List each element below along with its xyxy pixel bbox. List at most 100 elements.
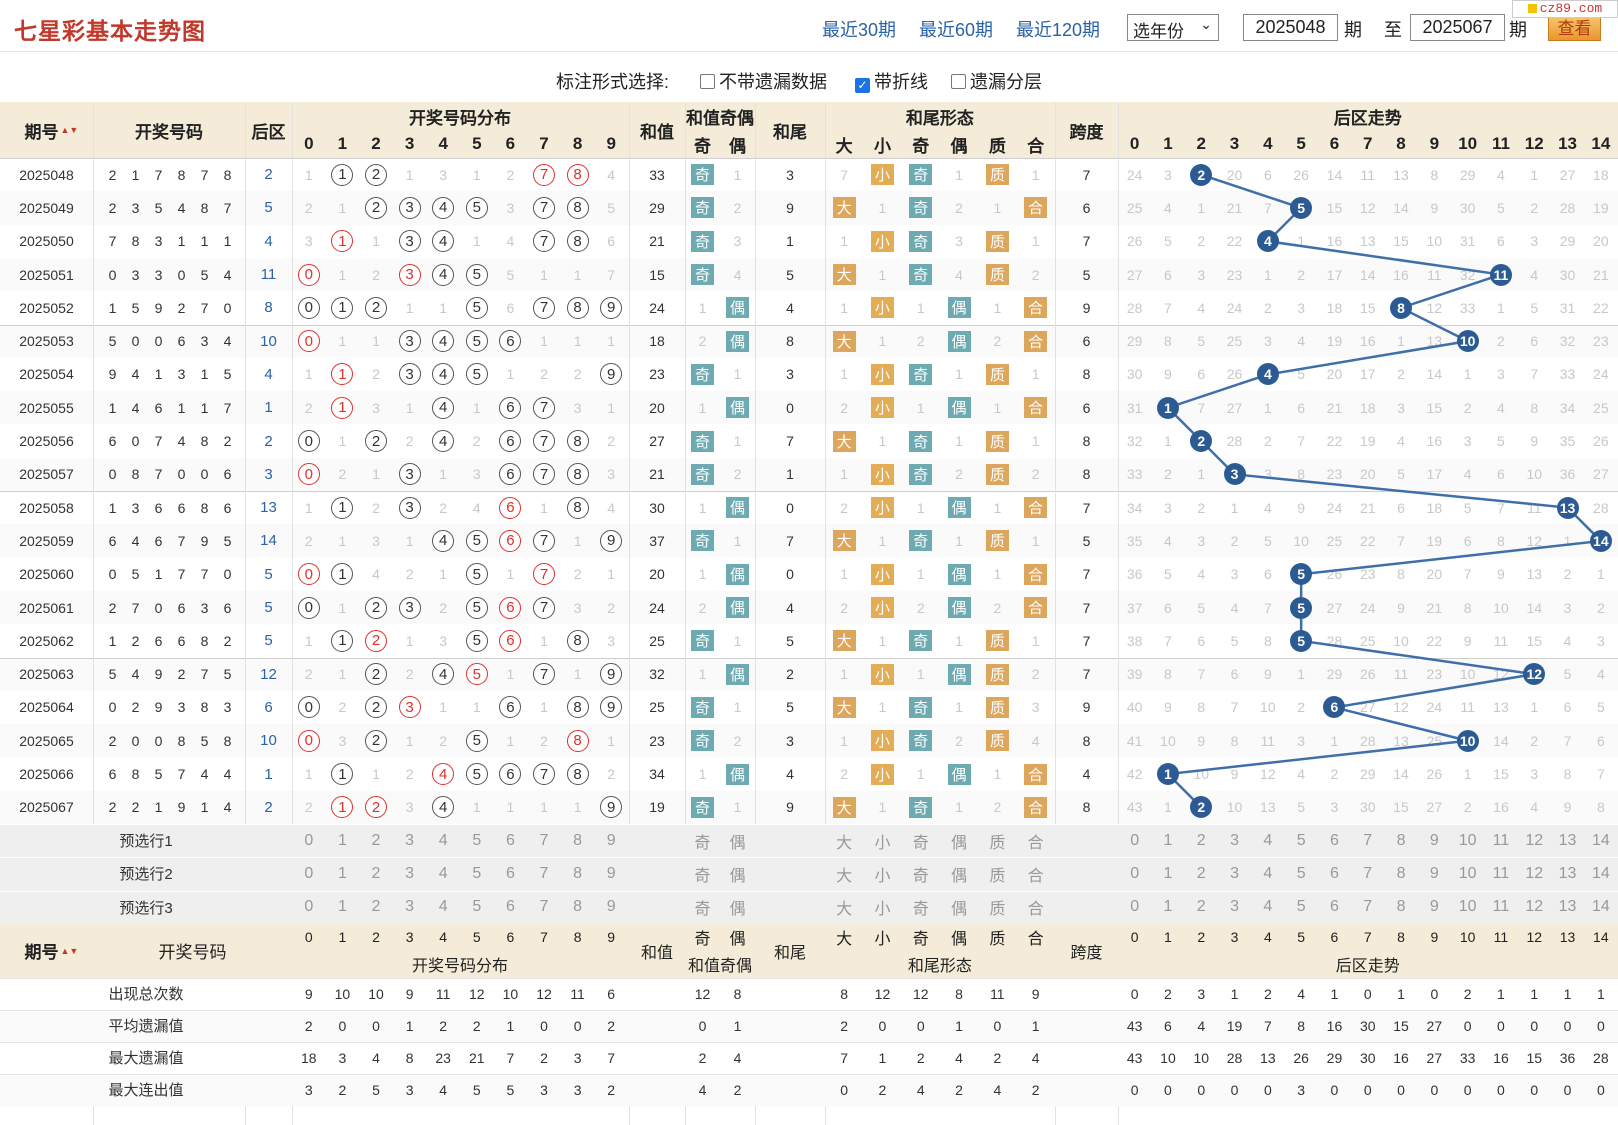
preselect-back-cell[interactable]: 5: [1296, 898, 1306, 916]
preselect-back-cell[interactable]: 1: [1163, 864, 1173, 882]
preselect-form-cell[interactable]: 偶: [951, 901, 968, 919]
preselect-form-cell[interactable]: 质: [989, 901, 1006, 919]
preselect-back-cell[interactable]: 9: [1429, 831, 1439, 849]
preselect-dist-cell[interactable]: 6: [505, 831, 515, 849]
preselect-dist-cell[interactable]: 4: [438, 831, 448, 849]
preselect-dist-cell[interactable]: 7: [539, 831, 549, 849]
preselect-back-cell[interactable]: 2: [1196, 864, 1206, 882]
preselect-form-cell[interactable]: 奇: [912, 867, 929, 885]
preselect-back-cell[interactable]: 5: [1296, 864, 1306, 882]
year-select[interactable]: 选年份 ⌄: [1127, 14, 1219, 41]
preselect-odd[interactable]: 奇: [694, 867, 711, 885]
preselect-back-cell[interactable]: 10: [1458, 831, 1477, 849]
preselect-form-cell[interactable]: 合: [1027, 901, 1044, 919]
preselect-dist-cell[interactable]: 9: [606, 898, 616, 916]
preselect-form-cell[interactable]: 小: [874, 901, 891, 919]
preselect-dist-cell[interactable]: 8: [573, 864, 583, 882]
preselect-dist-cell[interactable]: 3: [405, 898, 415, 916]
preselect-back-cell[interactable]: 12: [1525, 831, 1544, 849]
preselect-dist-cell[interactable]: 0: [304, 898, 314, 916]
preselect-back-cell[interactable]: 2: [1196, 898, 1206, 916]
preselect-back-cell[interactable]: 6: [1329, 864, 1339, 882]
preselect-back-cell[interactable]: 7: [1363, 898, 1373, 916]
preselect-dist-cell[interactable]: 8: [573, 898, 583, 916]
preselect-back-cell[interactable]: 3: [1230, 864, 1239, 882]
preselect-back-cell[interactable]: 4: [1263, 898, 1273, 916]
preselect-dist-cell[interactable]: 5: [472, 864, 482, 882]
option-no-omission[interactable]: 不带遗漏数据: [700, 68, 827, 94]
preselect-dist-cell[interactable]: 1: [337, 864, 347, 882]
preselect-dist-cell[interactable]: 2: [371, 898, 381, 916]
preselect-odd[interactable]: 奇: [694, 901, 711, 919]
preselect-dist-cell[interactable]: 3: [405, 831, 415, 849]
preselect-back-cell[interactable]: 0: [1130, 898, 1140, 916]
preselect-odd[interactable]: 奇: [694, 834, 711, 852]
preselect-back-cell[interactable]: 14: [1591, 898, 1610, 916]
preselect-back-cell[interactable]: 5: [1296, 831, 1306, 849]
preselect-form-cell[interactable]: 偶: [951, 834, 968, 852]
preselect-form-cell[interactable]: 奇: [912, 901, 929, 919]
preselect-form-cell[interactable]: 小: [874, 834, 891, 852]
preselect-back-cell[interactable]: 11: [1492, 831, 1510, 849]
preselect-dist-cell[interactable]: 1: [337, 831, 347, 849]
preselect-even[interactable]: 偶: [729, 867, 746, 885]
checkbox-no-omission[interactable]: [700, 74, 715, 89]
preselect-dist-cell[interactable]: 9: [606, 831, 616, 849]
preselect-dist-cell[interactable]: 7: [539, 864, 549, 882]
preselect-dist-cell[interactable]: 2: [371, 864, 381, 882]
recent-120-link[interactable]: 最近120期: [1016, 20, 1101, 40]
preselect-back-cell[interactable]: 14: [1591, 864, 1610, 882]
checkbox-omission-layer[interactable]: [951, 74, 966, 89]
preselect-form-cell[interactable]: 奇: [912, 834, 929, 852]
preselect-dist-cell[interactable]: 0: [304, 831, 314, 849]
preselect-form-cell[interactable]: 小: [874, 867, 891, 885]
recent-30-link[interactable]: 最近30期: [822, 20, 897, 40]
preselect-back-cell[interactable]: 13: [1558, 898, 1577, 916]
preselect-dist-cell[interactable]: 5: [472, 831, 482, 849]
preselect-form-cell[interactable]: 偶: [951, 867, 968, 885]
preselect-back-cell[interactable]: 4: [1263, 831, 1273, 849]
preselect-back-cell[interactable]: 4: [1263, 864, 1273, 882]
preselect-dist-cell[interactable]: 3: [405, 864, 415, 882]
preselect-dist-cell[interactable]: 7: [539, 898, 549, 916]
from-issue-input[interactable]: 2025048: [1243, 14, 1338, 41]
preselect-form-cell[interactable]: 大: [836, 901, 853, 919]
preselect-back-cell[interactable]: 1: [1163, 898, 1173, 916]
preselect-back-cell[interactable]: 9: [1429, 898, 1439, 916]
preselect-back-cell[interactable]: 13: [1558, 831, 1577, 849]
preselect-form-cell[interactable]: 大: [836, 867, 853, 885]
preselect-dist-cell[interactable]: 2: [371, 831, 381, 849]
preselect-back-cell[interactable]: 9: [1429, 864, 1439, 882]
recent-60-link[interactable]: 最近60期: [919, 20, 994, 40]
preselect-even[interactable]: 偶: [729, 901, 746, 919]
preselect-form-cell[interactable]: 合: [1027, 867, 1044, 885]
preselect-dist-cell[interactable]: 6: [505, 898, 515, 916]
preselect-back-cell[interactable]: 11: [1492, 898, 1510, 916]
preselect-form-cell[interactable]: 质: [989, 867, 1006, 885]
preselect-back-cell[interactable]: 8: [1396, 831, 1406, 849]
preselect-back-cell[interactable]: 2: [1196, 831, 1206, 849]
preselect-dist-cell[interactable]: 4: [438, 898, 448, 916]
preselect-back-cell[interactable]: 3: [1230, 831, 1239, 849]
preselect-back-cell[interactable]: 8: [1396, 864, 1406, 882]
preselect-back-cell[interactable]: 0: [1130, 864, 1140, 882]
checkbox-with-lines[interactable]: ✓: [855, 78, 870, 93]
preselect-back-cell[interactable]: 6: [1329, 898, 1339, 916]
preselect-form-cell[interactable]: 质: [989, 834, 1006, 852]
preselect-dist-cell[interactable]: 0: [304, 864, 314, 882]
preselect-back-cell[interactable]: 10: [1458, 864, 1477, 882]
option-with-lines[interactable]: ✓ 带折线: [855, 68, 928, 94]
to-issue-input[interactable]: 2025067: [1410, 14, 1505, 41]
preselect-back-cell[interactable]: 1: [1163, 831, 1173, 849]
preselect-form-cell[interactable]: 合: [1027, 834, 1044, 852]
preselect-back-cell[interactable]: 7: [1363, 831, 1373, 849]
preselect-even[interactable]: 偶: [729, 834, 746, 852]
preselect-back-cell[interactable]: 6: [1329, 831, 1339, 849]
preselect-back-cell[interactable]: 11: [1492, 864, 1510, 882]
preselect-back-cell[interactable]: 10: [1458, 898, 1477, 916]
preselect-dist-cell[interactable]: 4: [438, 864, 448, 882]
preselect-dist-cell[interactable]: 1: [337, 898, 347, 916]
preselect-dist-cell[interactable]: 6: [505, 864, 515, 882]
preselect-back-cell[interactable]: 12: [1525, 898, 1544, 916]
preselect-dist-cell[interactable]: 9: [606, 864, 616, 882]
